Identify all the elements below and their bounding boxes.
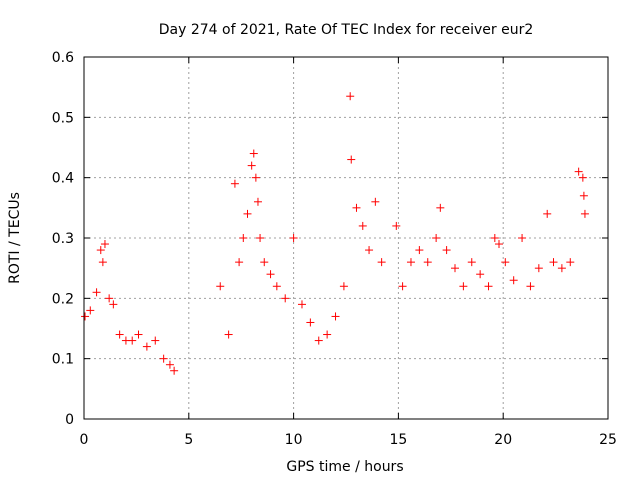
data-point: [534, 264, 543, 273]
data-point: [579, 191, 588, 200]
data-point: [339, 282, 348, 291]
data-point: [398, 282, 407, 291]
x-tick-label: 15: [389, 432, 407, 448]
data-point: [243, 209, 252, 218]
data-point: [109, 300, 118, 309]
data-point: [392, 221, 401, 230]
data-point: [249, 149, 258, 158]
data-point: [490, 234, 499, 242]
data-point: [518, 234, 527, 242]
y-tick-label: 0.2: [52, 291, 74, 307]
x-axis-label: GPS time / hours: [286, 459, 403, 475]
data-point: [128, 336, 137, 345]
y-tick-label: 0.6: [52, 50, 74, 66]
data-point: [566, 258, 575, 267]
data-point: [436, 203, 445, 212]
data-point: [574, 167, 583, 176]
data-point: [142, 342, 151, 351]
x-tick-label: 0: [80, 432, 89, 448]
data-point: [484, 282, 493, 291]
y-axis-label: ROTI / TECUs: [7, 192, 23, 284]
data-point: [297, 300, 306, 309]
data-point: [266, 270, 275, 279]
chart-title: Day 274 of 2021, Rate Of TEC Index for r…: [159, 22, 534, 38]
data-point: [115, 330, 124, 339]
data-point: [105, 294, 114, 303]
data-point: [86, 306, 95, 315]
data-point: [100, 240, 109, 249]
data-point: [256, 234, 265, 242]
data-point: [281, 294, 290, 303]
y-tick-label: 0.4: [52, 171, 74, 187]
data-point: [346, 92, 355, 101]
data-point: [580, 209, 589, 218]
y-tick-label: 0.5: [52, 110, 74, 126]
data-point: [260, 258, 269, 267]
data-point: [247, 161, 256, 170]
grid-layer: [84, 57, 608, 419]
data-point: [578, 173, 587, 182]
data-point: [442, 246, 451, 255]
data-point: [96, 246, 105, 255]
data-point: [165, 360, 174, 369]
data-point: [159, 354, 168, 363]
data-point: [239, 234, 248, 242]
y-tick-label: 0.1: [52, 352, 74, 368]
data-point: [459, 282, 468, 291]
data-point: [476, 270, 485, 279]
data-point: [415, 246, 424, 255]
data-point: [134, 330, 143, 339]
y-tick-label: 0.3: [52, 231, 74, 247]
data-point: [432, 234, 441, 242]
x-tick-label: 10: [285, 432, 303, 448]
y-tick-label: 0: [65, 412, 74, 428]
data-point: [495, 240, 504, 249]
data-point: [543, 209, 552, 218]
x-tick-label: 25: [599, 432, 617, 448]
axis-ticks: 0 0.1 0.2 0.3 0.4 0.5 0.6 0 5 10 15 20 25: [52, 50, 617, 448]
data-point: [151, 336, 160, 345]
data-point: [251, 173, 260, 182]
data-point: [331, 312, 340, 321]
data-point: [272, 282, 281, 291]
data-point: [323, 330, 332, 339]
data-point: [557, 264, 566, 273]
data-point: [347, 155, 356, 164]
data-point: [235, 258, 244, 267]
data-point: [467, 258, 476, 267]
data-points: [81, 92, 589, 375]
data-point: [352, 203, 361, 212]
data-point: [406, 258, 415, 267]
data-point: [365, 246, 374, 255]
data-point: [92, 288, 101, 297]
data-point: [377, 258, 386, 267]
data-point: [314, 336, 323, 345]
data-point: [358, 221, 367, 230]
data-point: [423, 258, 432, 267]
x-tick-label: 5: [184, 432, 193, 448]
data-point: [549, 258, 558, 267]
data-point: [224, 330, 233, 339]
data-point: [289, 234, 298, 242]
data-point: [371, 197, 380, 206]
data-point: [98, 258, 107, 267]
x-tick-label: 20: [494, 432, 512, 448]
data-point: [501, 258, 510, 267]
data-point: [306, 318, 315, 327]
data-point: [253, 197, 262, 206]
data-point: [216, 282, 225, 291]
data-point: [81, 312, 90, 321]
data-point: [526, 282, 535, 291]
data-point: [230, 179, 239, 188]
data-point: [450, 264, 459, 273]
data-point: [509, 276, 518, 285]
data-point: [170, 366, 179, 375]
